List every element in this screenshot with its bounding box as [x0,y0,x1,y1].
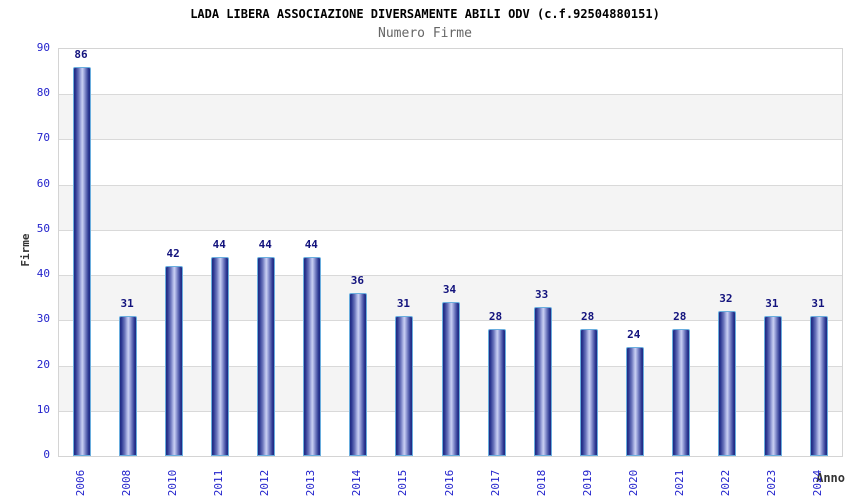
plot-band [59,94,842,140]
bar [349,293,368,456]
gridline [59,229,842,231]
x-tick-label: 2010 [166,469,180,497]
bar-value-label: 32 [719,292,733,306]
x-tick-label: 2024 [810,469,824,497]
y-tick-label: 40 [36,267,50,281]
x-tick-label: 2019 [580,469,594,497]
bar [579,329,598,456]
y-tick-label: 80 [36,86,50,100]
bar [487,329,506,456]
x-tick-label: 2011 [212,469,226,497]
bar [303,257,322,456]
y-tick-label: 90 [36,41,50,54]
bar-value-label: 44 [212,238,226,252]
bar [717,311,736,456]
y-tick-label: 60 [36,176,50,190]
bar-value-label: 31 [120,296,134,310]
plot-band [59,184,842,230]
bar [257,257,276,456]
bar-value-label: 28 [673,310,687,324]
bar [809,315,828,456]
x-tick-label: 2018 [534,469,548,497]
gridline [59,139,842,141]
bar-value-label: 28 [488,310,503,324]
bar [119,315,138,456]
y-tick-label: 30 [36,312,50,326]
bar [395,315,414,456]
y-tick-label: 20 [36,357,50,371]
bar [211,257,230,456]
bar-value-label: 86 [74,48,88,62]
x-tick-label: 2014 [350,469,364,497]
bar [671,329,690,456]
bar-value-label: 44 [304,238,318,252]
bar-value-label: 28 [581,310,595,324]
bar-value-label: 24 [627,328,641,342]
bar [625,347,644,456]
x-tick-label: 2008 [120,469,134,497]
y-tick-label: 0 [43,448,50,461]
chart-title: LADA LIBERA ASSOCIAZIONE DIVERSAMENTE AB… [190,7,660,21]
gridline [59,184,842,186]
x-tick-label: 2015 [396,469,410,497]
bar-value-label: 33 [534,287,549,301]
bar [441,302,460,456]
gridline [59,94,842,96]
x-tick-label: 2022 [718,469,732,497]
bar-value-label: 36 [350,274,364,288]
bar-value-label: 31 [811,296,825,310]
y-tick-label: 50 [36,221,50,235]
bar [73,67,92,456]
bar-value-label: 42 [166,247,180,261]
x-tick-label: 2023 [764,469,778,497]
x-tick-label: 2016 [442,469,456,497]
plot-area [58,48,843,457]
bar-value-label: 31 [396,296,411,310]
bar-value-label: 34 [442,283,457,297]
x-tick-label: 2013 [304,469,318,497]
gridline [59,275,842,277]
bar [763,315,782,456]
y-tick-label: 10 [36,402,50,416]
x-axis-label: Anno [816,471,845,485]
bar-value-label: 31 [765,296,779,310]
x-tick-label: 2017 [488,469,502,497]
x-tick-label: 2021 [672,469,686,497]
chart-subtitle: Numero Firme [378,26,472,41]
bar [165,266,184,456]
x-tick-label: 2006 [74,469,88,497]
bar-value-label: 44 [258,238,272,252]
y-tick-label: 70 [36,131,50,145]
bar [533,306,552,456]
x-tick-label: 2012 [258,469,272,497]
x-tick-label: 2020 [626,469,640,497]
